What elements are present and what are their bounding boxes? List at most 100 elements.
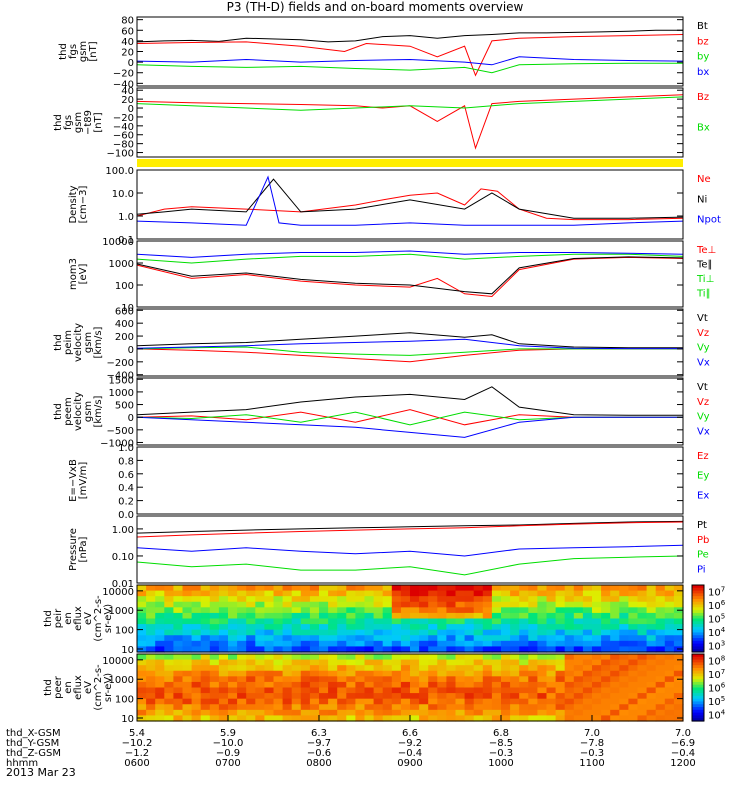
heatmap-cell: [428, 624, 438, 631]
heatmap-cell: [164, 624, 174, 631]
heatmap-cell: [410, 585, 420, 592]
heatmap-cell: [282, 629, 293, 636]
heatmap-cell: [137, 646, 147, 653]
heatmap-cell: [337, 612, 347, 620]
heatmap-cell: [246, 596, 256, 603]
heatmap-cell: [592, 612, 602, 620]
colorbar-segment: [692, 670, 704, 675]
heatmap-cell: [410, 665, 420, 672]
heatmap-cell: [146, 676, 156, 683]
heatmap-cell: [228, 709, 238, 717]
heatmap-cell: [464, 635, 475, 642]
heatmap-cell: [373, 618, 384, 625]
heatmap-cell: [464, 646, 475, 653]
heatmap-cell: [446, 659, 457, 666]
heatmap-cell: [209, 624, 220, 631]
heatmap-cell: [564, 704, 575, 711]
heatmap-cell: [482, 659, 493, 666]
y-tick-label: 400: [115, 319, 134, 330]
colorbar-segment: [692, 618, 704, 622]
heatmap-cell: [400, 590, 411, 597]
heatmap-cell: [137, 601, 147, 608]
heatmap-cell: [264, 590, 275, 597]
heatmap-cell: [473, 607, 484, 614]
heatmap-cell: [464, 665, 475, 672]
heatmap-cell: [628, 709, 639, 717]
heatmap-cell: [646, 585, 657, 592]
heatmap-cell: [200, 693, 211, 700]
heatmap-cell: [228, 681, 238, 689]
heatmap-cell: [573, 640, 584, 648]
heatmap-cell: [146, 659, 156, 666]
heatmap-cell: [628, 698, 639, 705]
heatmap-cell: [573, 612, 584, 620]
heatmap-cell: [655, 698, 666, 705]
colorbar-label: 103: [708, 639, 725, 652]
heatmap-cell: [646, 618, 657, 625]
heatmap-cell: [237, 687, 247, 694]
y-tick-label: 20: [121, 95, 134, 106]
heatmap-cell: [601, 629, 611, 636]
heatmap-cell: [655, 659, 666, 666]
heatmap-cell: [655, 629, 666, 636]
heatmap-cell: [291, 693, 302, 700]
heatmap-cell: [410, 709, 420, 717]
heatmap-cell: [400, 693, 411, 700]
heatmap-cell: [428, 659, 438, 666]
heatmap-cell: [610, 670, 620, 677]
heatmap-cell: [391, 665, 402, 672]
y-tick-label: 0.6: [118, 470, 134, 481]
panel-frame: [136, 169, 684, 240]
heatmap-cell: [282, 618, 293, 625]
heatmap-cell: [537, 693, 548, 700]
heatmap-cell: [501, 687, 511, 694]
heatmap-cell: [382, 665, 393, 672]
heatmap-cell: [510, 590, 520, 597]
heatmap-cell: [582, 676, 593, 683]
heatmap-cell: [455, 618, 466, 625]
x-axis-value: 6.6: [402, 728, 418, 739]
heatmap-cell: [264, 704, 275, 711]
heatmap-cell: [637, 681, 648, 689]
heatmap-cell: [619, 624, 629, 631]
y-axis-label-line: velocity: [73, 392, 84, 431]
heatmap-cell: [173, 585, 184, 592]
heatmap-cell: [291, 681, 302, 689]
heatmap-cell: [601, 612, 611, 620]
legend-entry: Bt: [697, 21, 708, 32]
heatmap-cell: [510, 676, 520, 683]
heatmap-cell: [455, 709, 466, 717]
heatmap-cell: [555, 590, 566, 597]
heatmap-cell: [337, 601, 347, 608]
heatmap-cell: [146, 590, 156, 597]
heatmap-cell: [573, 693, 584, 700]
series-line-Te⊥: [136, 256, 684, 298]
heatmap-cell: [464, 640, 475, 648]
y-axis-label: thd peim velocity gsm [km/s]: [53, 323, 104, 362]
heatmap-cell: [455, 676, 466, 683]
heatmap-cell: [482, 704, 493, 711]
heatmap-cell: [237, 693, 247, 700]
heatmap-cell: [309, 596, 320, 603]
heatmap-cell: [537, 715, 548, 722]
heatmap-cell: [382, 676, 393, 683]
heatmap-cell: [255, 629, 265, 636]
heatmap-cell: [537, 601, 548, 608]
heatmap-cell: [437, 698, 447, 705]
heatmap-cell: [382, 670, 393, 677]
heatmap-cell: [228, 624, 238, 631]
heatmap-cell: [209, 612, 220, 620]
colorbar-segment: [692, 585, 704, 589]
heatmap-cell: [255, 635, 265, 642]
heatmap-cell: [510, 624, 520, 631]
heatmap-cell: [155, 612, 165, 620]
heatmap-cell: [582, 715, 593, 722]
heatmap-cell: [464, 715, 475, 722]
heatmap-cell: [246, 590, 256, 597]
heatmap-cell: [382, 590, 393, 597]
series-line-Ne: [136, 188, 684, 221]
heatmap-cell: [337, 659, 347, 666]
heatmap-cell: [410, 590, 420, 597]
heatmap-cell: [282, 601, 293, 608]
heatmap-cell: [564, 687, 575, 694]
